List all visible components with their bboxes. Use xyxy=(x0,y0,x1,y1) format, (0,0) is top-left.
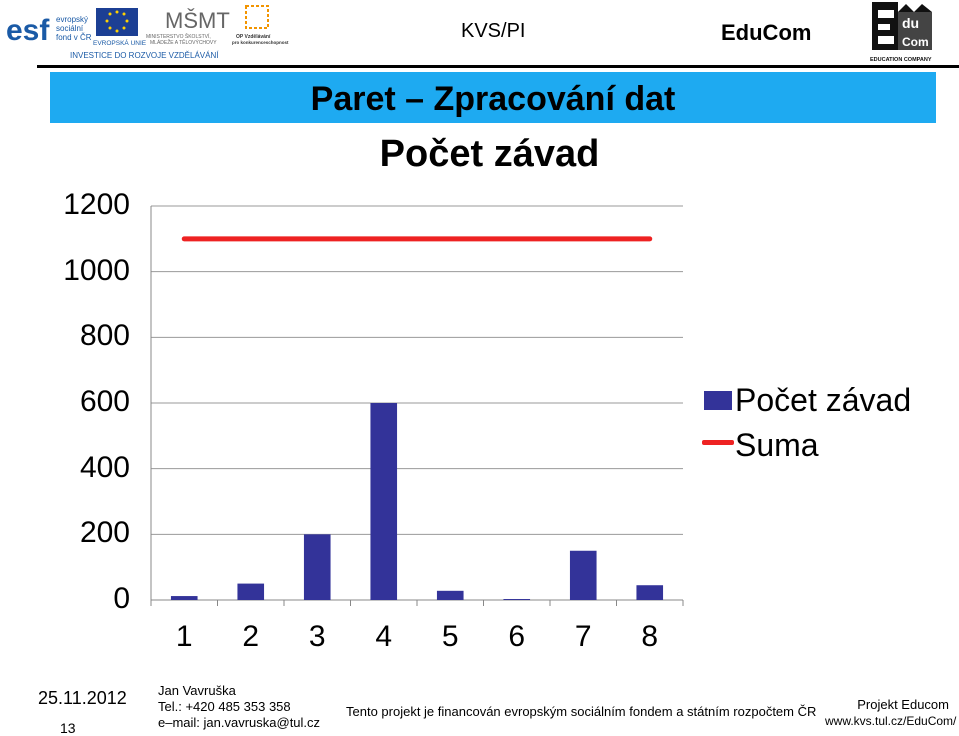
footer-project: Projekt Educom www.kvs.tul.cz/EduCom/ xyxy=(825,697,957,729)
y-tick-label: 1200 xyxy=(63,188,130,221)
partner-logos: esf evropský sociální fond v ČR EVROPSKÁ… xyxy=(6,5,289,60)
svg-text:EVROPSKÁ UNIE: EVROPSKÁ UNIE xyxy=(93,38,147,47)
op-vk-logo: OP Vzdělávání pro konkurenceschopnost xyxy=(232,5,289,45)
x-tick-label: 3 xyxy=(308,620,326,653)
x-tick-label: 2 xyxy=(242,620,260,653)
bar-1 xyxy=(170,596,198,600)
x-tick-label: 1 xyxy=(175,620,193,653)
bar-8 xyxy=(636,585,664,600)
slide-title: Paret – Zpracování dat xyxy=(310,80,676,118)
y-tick-label: 600 xyxy=(79,385,130,418)
header-right-label: EduCom xyxy=(721,20,812,45)
svg-text:EDUCATION COMPANY: EDUCATION COMPANY xyxy=(870,57,932,63)
y-tick-label: 0 xyxy=(113,582,130,615)
legend-label-line: Suma xyxy=(735,427,819,463)
msmt-logo: MŠMT MINISTERSTVO ŠKOLSTVÍ, MLÁDEŽE A TĚ… xyxy=(146,8,230,46)
y-tick-label: 1000 xyxy=(63,253,130,287)
y-tick-label: 800 xyxy=(79,319,130,353)
svg-text:OP Vzdělávání: OP Vzdělávání xyxy=(236,34,271,40)
header-center-label: KVS/PI xyxy=(461,20,526,42)
bar-7 xyxy=(569,550,597,600)
header-divider xyxy=(37,65,959,68)
legend-label-bars: Počet závad xyxy=(735,382,912,418)
legend-swatch-bars xyxy=(704,391,732,410)
title-banner xyxy=(50,72,936,123)
bar-2 xyxy=(237,583,265,600)
investice-text: INVESTICE DO ROZVOJE VZDĚLÁVÁNÍ xyxy=(70,51,219,60)
svg-text:sociální: sociální xyxy=(56,24,84,33)
educom-logo: du Com EDUCATION COMPANY xyxy=(870,2,932,63)
svg-text:MINISTERSTVO ŠKOLSTVÍ,: MINISTERSTVO ŠKOLSTVÍ, xyxy=(146,33,211,40)
bar-4 xyxy=(370,403,398,600)
svg-text:MLÁDEŽE A TĚLOVÝCHOVY: MLÁDEŽE A TĚLOVÝCHOVY xyxy=(150,38,217,46)
esf-logo: esf evropský sociální fond v ČR xyxy=(6,14,92,47)
project-name: Projekt Educom xyxy=(857,697,949,712)
footer-author: Jan Vavruška Tel.: +420 485 353 358 e–ma… xyxy=(158,683,320,731)
author-name: Jan Vavruška xyxy=(158,683,236,698)
svg-text:pro konkurenceschopnost: pro konkurenceschopnost xyxy=(232,40,289,45)
x-tick-label: 8 xyxy=(641,620,659,653)
y-tick-label: 400 xyxy=(79,450,130,484)
svg-text:du: du xyxy=(902,15,919,31)
legend-swatch-line xyxy=(702,440,734,445)
svg-text:Com: Com xyxy=(902,35,929,49)
author-tel: Tel.: +420 485 353 358 xyxy=(158,699,291,714)
project-url: www.kvs.tul.cz/EduCom/ xyxy=(825,714,957,728)
svg-text:fond v ČR: fond v ČR xyxy=(56,33,92,42)
x-tick-label: 4 xyxy=(375,620,393,653)
funding-note: Tento projekt je financován evropským so… xyxy=(346,704,817,719)
eu-flag-logo: EVROPSKÁ UNIE xyxy=(93,8,147,47)
svg-text:MŠMT: MŠMT xyxy=(165,8,230,33)
author-email: e–mail: jan.vavruska@tul.cz xyxy=(158,715,321,730)
bar-3 xyxy=(303,534,331,600)
y-tick-label: 200 xyxy=(79,516,130,550)
bar-6 xyxy=(503,599,531,600)
footer-date: 25.11.2012 xyxy=(38,688,127,708)
svg-text:evropský: evropský xyxy=(56,15,88,24)
x-tick-label: 7 xyxy=(574,620,592,653)
x-tick-label: 5 xyxy=(441,620,459,653)
bar-5 xyxy=(436,590,464,600)
chart-title: Počet závad xyxy=(379,133,600,175)
x-tick-label: 6 xyxy=(508,620,526,653)
footer-page-number: 13 xyxy=(60,720,76,736)
svg-text:esf: esf xyxy=(6,14,50,47)
